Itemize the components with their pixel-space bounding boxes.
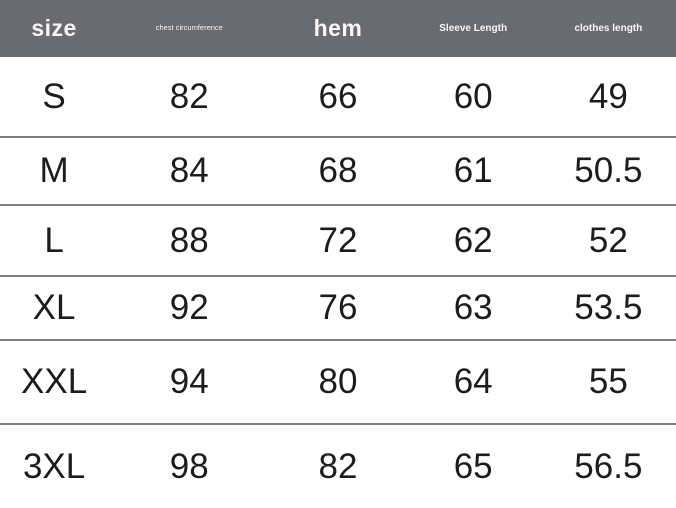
measurement-cell: 61 — [453, 151, 493, 190]
header-cell-sleeve-length: Sleeve Length — [439, 23, 508, 34]
measurement-cell: 63 — [453, 288, 493, 327]
measurement-cell: 64 — [453, 362, 493, 401]
size-label-cell: 3XL — [22, 446, 86, 486]
header-cell-size: size — [31, 14, 77, 41]
measurement-cell: 88 — [169, 220, 209, 260]
header-cell-chest-circumference: chest circumference — [155, 23, 223, 33]
table-row: M 84 68 61 50.5 — [0, 138, 676, 206]
measurement-cell: 53.5 — [574, 288, 643, 327]
measurement-cell: 92 — [169, 288, 209, 327]
table-body: S 82 66 60 49 M 84 68 61 50.5 L 88 72 62 52 XL 92 76 63 53.… — [0, 57, 676, 508]
measurement-cell: 62 — [453, 220, 493, 260]
table-row: 3XL 98 82 65 56.5 — [0, 425, 676, 508]
table-row: S 82 66 60 49 — [0, 57, 676, 138]
measurement-cell: 82 — [318, 446, 358, 486]
measurement-cell: 52 — [588, 220, 628, 260]
table-row: XXL 94 80 64 55 — [0, 341, 676, 425]
table-header-row: size chest circumference hem Sleeve Leng… — [0, 0, 676, 57]
size-label-cell: M — [39, 151, 69, 190]
size-label-cell: XXL — [21, 362, 88, 401]
measurement-cell: 80 — [318, 362, 358, 401]
table-row: L 88 72 62 52 — [0, 206, 676, 277]
measurement-cell: 82 — [169, 76, 209, 116]
size-label-cell: XL — [32, 288, 76, 327]
table-row: XL 92 76 63 53.5 — [0, 277, 676, 341]
measurement-cell: 72 — [318, 220, 358, 260]
header-cell-clothes-length: clothes length — [574, 23, 643, 34]
measurement-cell: 94 — [169, 362, 209, 401]
measurement-cell: 66 — [318, 76, 358, 116]
measurement-cell: 65 — [453, 446, 493, 486]
header-cell-hem: hem — [313, 14, 363, 41]
measurement-cell: 76 — [318, 288, 358, 327]
measurement-cell: 55 — [588, 362, 628, 401]
measurement-cell: 50.5 — [574, 151, 643, 190]
size-label-cell: L — [44, 220, 64, 260]
measurement-cell: 98 — [169, 446, 209, 486]
size-label-cell: S — [42, 76, 66, 116]
measurement-cell: 68 — [318, 151, 358, 190]
measurement-cell: 49 — [588, 76, 628, 116]
measurement-cell: 84 — [169, 151, 209, 190]
measurement-cell: 60 — [453, 76, 493, 116]
measurement-cell: 56.5 — [574, 446, 643, 486]
